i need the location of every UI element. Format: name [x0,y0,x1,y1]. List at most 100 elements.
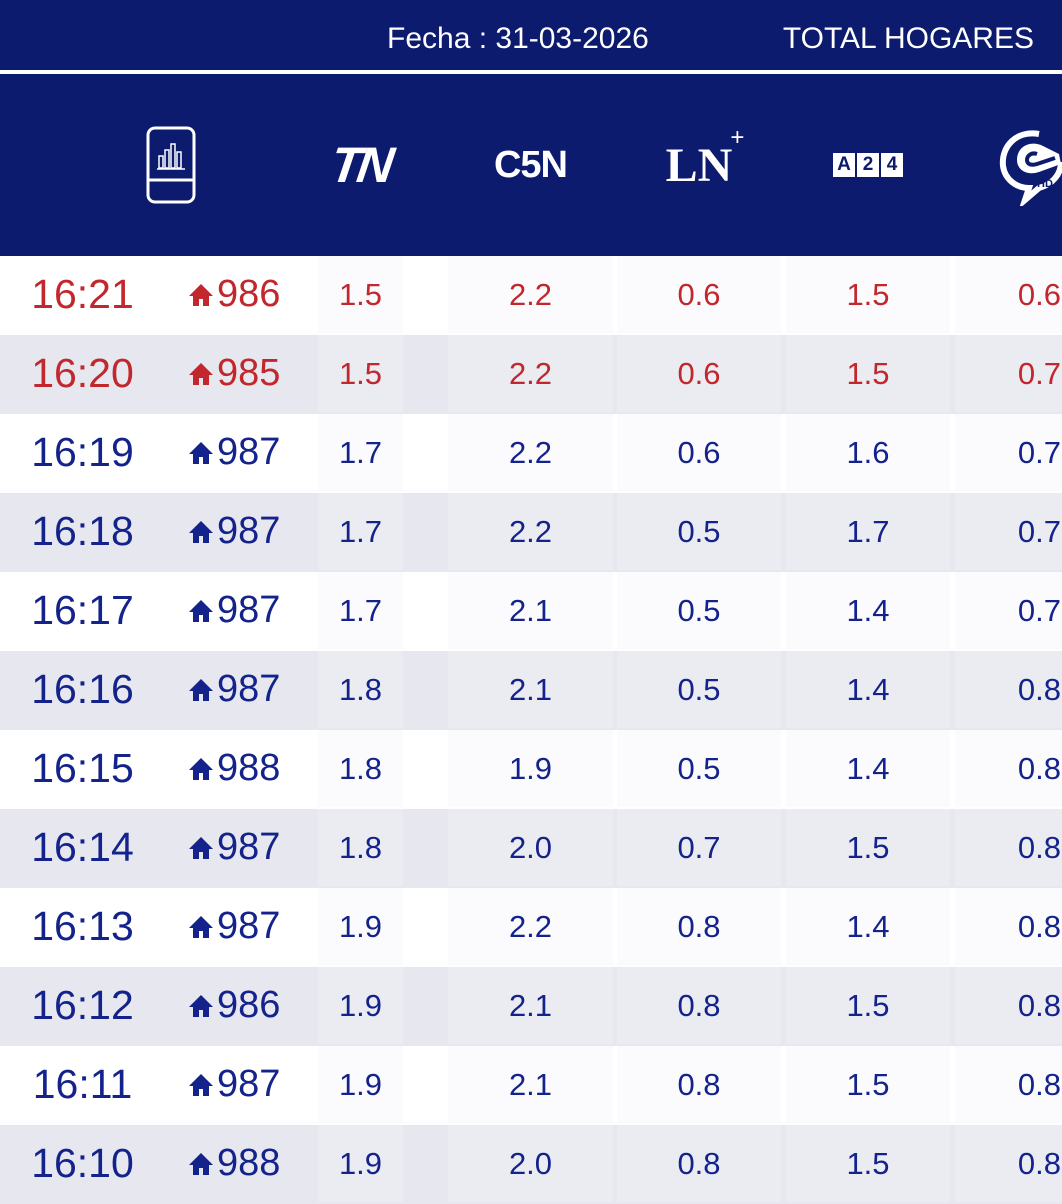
time-cell: 16:11 [32,1061,133,1107]
homes-cell: 988 [170,730,312,807]
table-row[interactable]: 16:11 987 1.9 2.1 0.8 1.5 0.8 [0,1046,1062,1125]
svg-text:HD: HD [1037,178,1053,190]
homes-cell: 987 [170,1046,312,1123]
cronica-rating-cell: 0.8 [955,730,1062,807]
ln-rating-cell: 0.5 [617,730,781,807]
tn-rating-cell: 1.9 [318,1046,403,1123]
time-cell: 16:19 [31,429,134,475]
c5n-rating-cell: 2.1 [448,572,613,649]
home-icon [188,283,217,307]
ln-rating-cell: 0.7 [617,809,781,886]
tn-rating-cell: 1.9 [318,967,403,1044]
table-row[interactable]: 16:10 988 1.9 2.0 0.8 1.5 0.8 [0,1125,1062,1204]
c5n-rating-cell: 2.1 [448,1046,613,1123]
time-cell: 16:20 [31,350,134,396]
a24-rating-cell: 1.4 [786,730,950,807]
cronica-rating-cell: 0.7 [955,572,1062,649]
divider [0,70,1062,74]
a24-rating-cell: 1.4 [786,651,950,728]
cronica-rating-cell: 0.6 [955,256,1062,333]
c5n-rating-cell: 2.2 [448,493,613,570]
homes-cell: 987 [170,888,312,965]
home-icon [188,757,217,781]
ln-rating-cell: 0.8 [617,967,781,1044]
c5n-logo[interactable]: C5N [493,143,568,186]
home-icon [188,915,217,939]
home-icon [188,1152,217,1176]
ln-rating-cell: 0.6 [617,414,781,491]
tn-rating-cell: 1.9 [318,1125,403,1202]
tn-rating-cell: 1.7 [318,414,403,491]
homes-cell: 988 [170,1125,312,1202]
ln-rating-cell: 0.6 [617,256,781,333]
c5n-rating-cell: 1.9 [448,730,613,807]
ratings-device-icon[interactable] [140,74,202,256]
table-row[interactable]: 16:14 987 1.8 2.0 0.7 1.5 0.8 [0,809,1062,888]
time-cell: 16:16 [31,666,134,712]
time-cell: 16:12 [31,982,134,1028]
cronica-rating-cell: 0.8 [955,651,1062,728]
table-row[interactable]: 16:19 987 1.7 2.2 0.6 1.6 0.7 [0,414,1062,493]
home-icon [188,520,217,544]
ln-rating-cell: 0.8 [617,888,781,965]
time-cell: 16:18 [31,508,134,554]
c5n-rating-cell: 2.2 [448,414,613,491]
homes-cell: 987 [170,414,312,491]
cronica-rating-cell: 0.7 [955,493,1062,570]
table-row[interactable]: 16:15 988 1.8 1.9 0.5 1.4 0.8 [0,730,1062,809]
table-row[interactable]: 16:18 987 1.7 2.2 0.5 1.7 0.7 [0,493,1062,572]
time-cell: 16:13 [31,903,134,949]
c5n-rating-cell: 2.2 [448,888,613,965]
home-icon [188,836,217,860]
cronica-rating-cell: 0.8 [955,1046,1062,1123]
cronica-hd-icon[interactable]: HD [995,74,1062,256]
a24-rating-cell: 1.5 [786,809,950,886]
ln-rating-cell: 0.5 [617,651,781,728]
tn-rating-cell: 1.8 [318,651,403,728]
tn-rating-cell: 1.9 [318,888,403,965]
table-row[interactable]: 16:12 986 1.9 2.1 0.8 1.5 0.8 [0,967,1062,1046]
homes-cell: 986 [170,967,312,1044]
cronica-rating-cell: 0.8 [955,888,1062,965]
tn-logo[interactable]: TN [327,137,394,193]
ln-rating-cell: 0.6 [617,335,781,412]
home-icon [188,362,217,386]
tn-rating-cell: 1.5 [318,335,403,412]
table-row[interactable]: 16:16 987 1.8 2.1 0.5 1.4 0.8 [0,651,1062,730]
a24-rating-cell: 1.4 [786,572,950,649]
a24-rating-cell: 1.5 [786,335,950,412]
c5n-rating-cell: 2.2 [448,335,613,412]
time-cell: 16:21 [31,271,134,317]
a24-rating-cell: 1.5 [786,967,950,1044]
top-bar: Fecha : 31-03-2026 TOTAL HOGARES [0,0,1062,70]
a24-rating-cell: 1.5 [786,1046,950,1123]
c5n-rating-cell: 2.1 [448,651,613,728]
homes-cell: 985 [170,335,312,412]
homes-cell: 987 [170,651,312,728]
c5n-rating-cell: 2.0 [448,809,613,886]
time-cell: 16:17 [31,587,134,633]
homes-cell: 986 [170,256,312,333]
c5n-rating-cell: 2.1 [448,967,613,1044]
ln-rating-cell: 0.8 [617,1125,781,1202]
a24-rating-cell: 1.4 [786,888,950,965]
table-row[interactable]: 16:20 985 1.5 2.2 0.6 1.5 0.7 [0,335,1062,414]
home-icon [188,441,217,465]
cronica-rating-cell: 0.7 [955,335,1062,412]
tn-rating-cell: 1.7 [318,493,403,570]
homes-cell: 987 [170,493,312,570]
tn-rating-cell: 1.8 [318,809,403,886]
cronica-rating-cell: 0.8 [955,967,1062,1044]
table-row[interactable]: 16:21 986 1.5 2.2 0.6 1.5 0.6 [0,256,1062,335]
tn-rating-cell: 1.7 [318,572,403,649]
ln-plus-logo[interactable]: LN + [665,123,745,192]
table-row[interactable]: 16:13 987 1.9 2.2 0.8 1.4 0.8 [0,888,1062,967]
cronica-rating-cell: 0.8 [955,809,1062,886]
time-cell: 16:10 [31,1140,134,1186]
table-row[interactable]: 16:17 987 1.7 2.1 0.5 1.4 0.7 [0,572,1062,651]
c5n-rating-cell: 2.0 [448,1125,613,1202]
time-cell: 16:14 [31,824,134,870]
time-cell: 16:15 [31,745,134,791]
tn-rating-cell: 1.5 [318,256,403,333]
